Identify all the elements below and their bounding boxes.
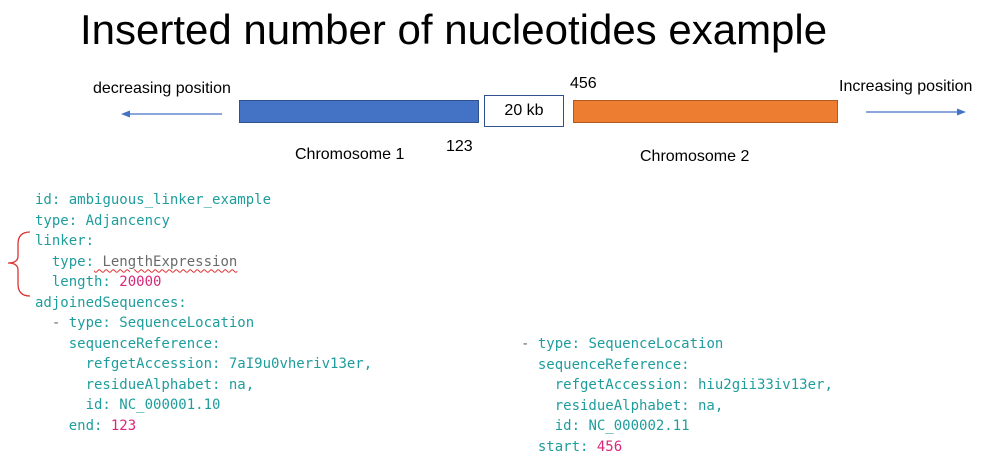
chromosome-2-label: Chromosome 2 <box>640 148 750 165</box>
code-line-s1-alpha: residueAlphabet: na, <box>85 376 255 393</box>
code-line-s2-start: start: 456 <box>537 438 623 455</box>
decreasing-position-label: decreasing position <box>93 80 231 97</box>
code-line-s1-type: - type: SequenceLocation <box>51 315 255 331</box>
chromosome-2-bar <box>573 100 838 123</box>
code-line-s2-ref: sequenceReference: <box>537 356 690 373</box>
gap-box: 20 kb <box>484 95 564 127</box>
position-456-label: 456 <box>570 75 597 92</box>
code-line-s2-type: - type: SequenceLocation <box>521 336 724 352</box>
code-line-linker: linker: <box>35 233 95 249</box>
code-line-s1-end: end: 123 <box>68 417 137 434</box>
slide-title: Inserted number of nucleotides example <box>80 6 828 53</box>
increasing-position-label: Increasing position <box>839 78 973 95</box>
code-line-s2-alpha: residueAlphabet: na, <box>554 397 724 414</box>
code-line-s2-acc: refgetAccession: hiu2gii33iv13er, <box>554 377 833 393</box>
gap-label: 20 kb <box>504 102 544 119</box>
code-line-id: id: ambiguous_linker_example <box>35 192 272 208</box>
code-line-linker-type: type: LengthExpression <box>51 253 238 270</box>
linker-brace-icon <box>7 231 31 297</box>
yaml-code-right: - type: SequenceLocation sequenceReferen… <box>521 334 833 457</box>
code-line-type: type: Adjancency <box>35 212 170 229</box>
left-arrow-icon <box>121 110 222 118</box>
position-123-label: 123 <box>446 138 473 155</box>
code-line-adjoined: adjoinedSequences: <box>35 294 187 311</box>
code-line-s1-id: id: NC_000001.10 <box>85 397 221 413</box>
chromosome-1-label: Chromosome 1 <box>295 146 405 163</box>
code-line-length: length: 20000 <box>51 274 162 290</box>
chromosome-1-bar <box>239 100 479 123</box>
yaml-code-left: id: ambiguous_linker_example type: Adjan… <box>35 190 372 436</box>
code-line-s2-id: id: NC_000002.11 <box>554 418 690 434</box>
code-line-s1-ref: sequenceReference: <box>68 335 221 352</box>
code-line-s1-acc: refgetAccession: 7aI9u0vheriv13er, <box>85 356 373 372</box>
right-arrow-icon <box>866 108 966 116</box>
